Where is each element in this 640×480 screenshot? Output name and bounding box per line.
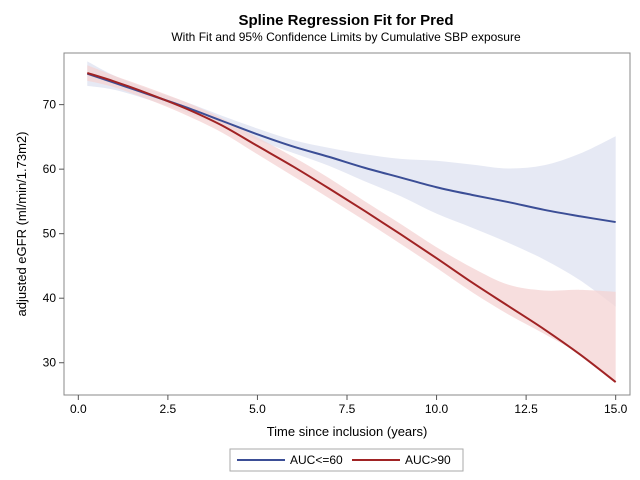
chart-subtitle: With Fit and 95% Confidence Limits by Cu… (171, 30, 521, 44)
fit-lines (86, 72, 617, 383)
confidence-bands (87, 61, 616, 383)
x-tick-label: 2.5 (160, 402, 177, 416)
legend: AUC<=60 AUC>90 (229, 448, 464, 472)
x-axis-label: Time since inclusion (years) (267, 424, 428, 439)
x-tick-label: 10.0 (425, 402, 449, 416)
y-axis-label: adjusted eGFR (ml/min/1.73m2) (14, 132, 29, 317)
y-tick-label: 60 (43, 162, 57, 176)
x-axis: 0.0 2.5 5.0 7.5 10.0 12.5 15.0 (70, 395, 628, 416)
x-tick-label: 12.5 (514, 402, 538, 416)
y-axis: 30 40 50 60 70 (43, 98, 64, 370)
y-tick-label: 70 (43, 98, 57, 112)
x-tick-label: 7.5 (339, 402, 356, 416)
legend-label-auc-gt-90: AUC>90 (405, 453, 451, 467)
legend-label-auc-le-60: AUC<=60 (290, 453, 343, 467)
x-tick-label: 0.0 (70, 402, 87, 416)
chart-title: Spline Regression Fit for Pred (238, 12, 453, 29)
fit-line-1 (86, 72, 617, 383)
legend-frame (229, 448, 464, 472)
x-tick-label: 5.0 (249, 402, 266, 416)
y-tick-label: 40 (43, 291, 57, 305)
x-tick-label: 15.0 (604, 402, 628, 416)
y-tick-label: 30 (43, 356, 57, 370)
y-tick-label: 50 (43, 227, 57, 241)
